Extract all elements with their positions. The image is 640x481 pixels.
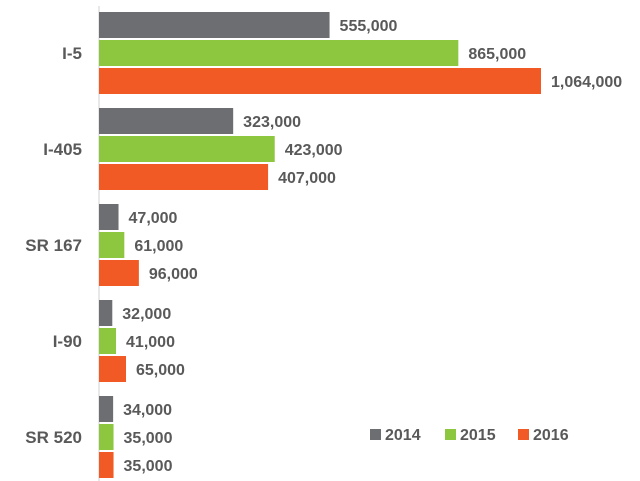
bar-sr-167-2015 [99,232,125,258]
data-label-sr-520-2014: 34,000 [123,402,172,419]
data-label-i-405-2015: 423,000 [285,142,343,159]
bar-i-5-2014 [99,12,330,38]
data-label-i-90-2016: 65,000 [136,362,185,379]
data-label-i-5-2015: 865,000 [468,46,526,63]
data-label-sr-520-2015: 35,000 [124,430,173,447]
data-label-sr-167-2014: 47,000 [129,210,178,227]
bar-i-5-2016 [99,68,541,94]
bar-sr-167-2016 [99,260,139,286]
data-label-i-405-2016: 407,000 [278,170,336,187]
data-label-sr-167-2015: 61,000 [134,238,183,255]
legend: 2014 2015 2016 [370,427,569,444]
legend-swatch-2015 [445,429,456,440]
legend-swatch-2014 [370,429,381,440]
bar-sr-167-2014 [99,204,119,230]
bar-i-90-2016 [99,356,127,382]
bar-i-405-2016 [99,164,269,190]
category-label-i-405: I-405 [43,140,82,159]
bar-i-405-2014 [99,108,234,134]
bars [99,12,541,478]
legend-label-2015: 2015 [460,427,496,444]
bar-i-5-2015 [99,40,459,66]
bar-sr-520-2014 [99,396,114,422]
bar-sr-520-2016 [99,452,114,478]
category-label-i-90: I-90 [53,332,82,351]
bar-i-90-2015 [99,328,117,354]
bar-i-90-2014 [99,300,113,326]
legend-label-2016: 2016 [533,427,569,444]
category-label-sr-167: SR 167 [25,236,82,255]
bar-sr-520-2015 [99,424,114,450]
data-label-i-90-2014: 32,000 [122,306,171,323]
category-label-i-5: I-5 [62,44,82,63]
data-label-i-5-2014: 555,000 [340,18,398,35]
data-label-i-90-2015: 41,000 [126,334,175,351]
legend-swatch-2016 [518,429,529,440]
value-labels: 555,000 865,000 1,064,000 323,000 423,000 407… [122,18,622,475]
data-label-sr-167-2016: 96,000 [149,266,198,283]
category-label-sr-520: SR 520 [25,428,82,447]
data-label-i-405-2014: 323,000 [243,114,301,131]
data-label-sr-520-2016: 35,000 [124,458,173,475]
category-labels: I-5 I-405 SR 167 I-90 SR 520 [25,44,82,447]
bar-i-405-2015 [99,136,275,162]
legend-label-2014: 2014 [385,427,421,444]
data-label-i-5-2016: 1,064,000 [551,74,622,91]
